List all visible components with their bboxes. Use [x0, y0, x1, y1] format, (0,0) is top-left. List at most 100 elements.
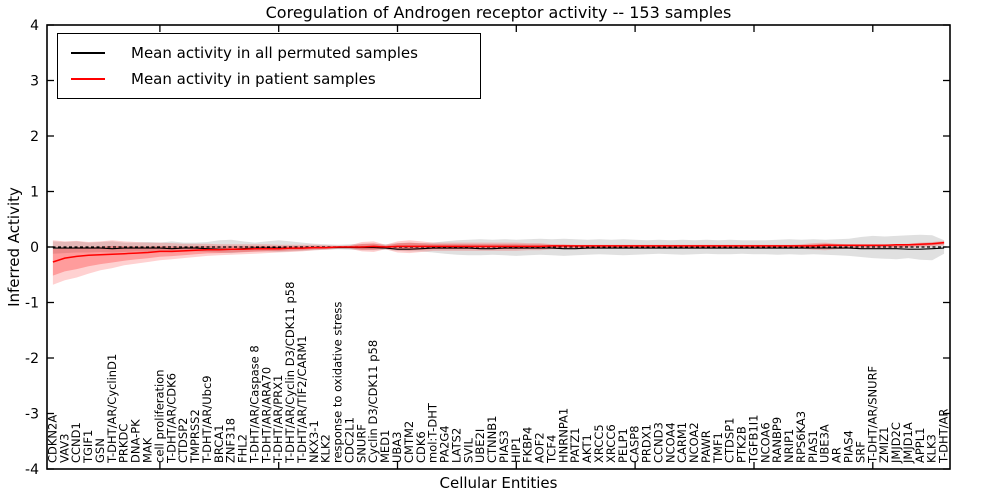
x-tick-label: PIAS4: [842, 430, 856, 463]
x-tick-label: CASP8: [628, 426, 642, 463]
x-tick-label: UBA3: [390, 432, 404, 464]
x-tick-label: CDKN2A: [45, 415, 59, 463]
x-axis-label: Cellular Entities: [439, 474, 558, 492]
x-tick-label: PIAS3: [497, 430, 511, 463]
band-patient-range-outer: [52, 240, 945, 285]
x-tick-label: CCND3: [651, 422, 665, 463]
x-tick-label: NCOA2: [687, 422, 701, 463]
legend-box: Mean activity in all permuted samples Me…: [57, 33, 481, 99]
y-tick-label: -1: [25, 296, 39, 312]
x-tick-label: CCND1: [69, 422, 83, 463]
y-tick-label: 4: [30, 18, 39, 34]
x-tick-label: AOF2: [533, 432, 547, 463]
y-tick-label: 0: [30, 240, 39, 256]
x-tick-label: T-DHT/AR: [937, 409, 951, 464]
x-tick-label: UBE2I: [473, 429, 487, 463]
x-tick-label: T-DHT/AR/CyclinD1: [105, 354, 119, 464]
x-tick-label: PELP1: [616, 428, 630, 463]
chart-title: Coregulation of Androgen receptor activi…: [265, 3, 732, 22]
x-tick-label: PTK2B: [735, 426, 749, 463]
x-tick-label: SNURF: [354, 424, 368, 463]
x-tick-label: LATS2: [449, 428, 463, 463]
x-tick-label: VAV3: [57, 434, 71, 463]
x-tick-label: BRCA1: [212, 424, 226, 463]
legend-line-sample-black: [71, 52, 105, 54]
x-tick-label: T-DHT/AR/Caspase 8: [247, 345, 261, 464]
x-tick-label: KLK2: [319, 434, 333, 463]
x-tick-label: TMF1: [711, 432, 725, 464]
x-tick-label: FKBP4: [521, 427, 535, 463]
x-tick-label: APPL1: [913, 428, 927, 463]
x-tick-label: SVIL: [461, 437, 475, 463]
x-tick-label: FHL2: [236, 434, 250, 463]
legend-label-permuted: Mean activity in all permuted samples: [131, 44, 418, 62]
y-tick-label: -3: [25, 407, 39, 423]
x-tick-label: ZNF318: [224, 418, 238, 463]
y-tick-label: 1: [30, 185, 39, 201]
x-tick-label: Cyclin D3/CDK11 p58: [366, 340, 380, 463]
x-tick-label: T-DHT/AR/ARA70: [259, 367, 273, 464]
x-tick-label: DNA-PK: [129, 419, 143, 463]
x-tick-label: UBE3A: [818, 424, 832, 463]
x-tick-label: RPS6KA3: [794, 411, 808, 463]
series-line-patient: [52, 241, 945, 263]
x-tick-label: CMTM2: [402, 421, 416, 463]
x-tick-label: T-DHT/AR/CDK6: [164, 373, 178, 464]
x-tick-label: RANBP9: [770, 417, 784, 463]
x-tick-label: cell proliferation: [152, 369, 166, 463]
x-tick-label: KLK3: [925, 434, 939, 463]
x-tick-label: CARM1: [675, 422, 689, 463]
x-tick-label: JMJD1A: [901, 422, 915, 464]
x-tick-label: CTDSP1: [723, 418, 737, 463]
x-tick-label: PRDX1: [640, 424, 654, 463]
x-tick-label: PRKDC: [117, 424, 131, 463]
x-tick-label: CTDSP2: [176, 418, 190, 463]
x-tick-label: MED1: [378, 430, 392, 463]
x-tick-label: XRCC5: [592, 424, 606, 463]
x-tick-label: T-DHT/AR/TIF2/CARM1: [295, 335, 309, 464]
x-tick-label: PAWR: [699, 430, 713, 463]
y-tick-label: -4: [25, 462, 39, 478]
x-tick-label: MAK: [141, 437, 155, 463]
x-tick-label: T-DHT/AR/Cyclin D3/CDK11 p58: [283, 282, 297, 464]
x-tick-label: JMJD2C: [889, 422, 903, 464]
x-tick-label: response to oxidative stress: [331, 302, 345, 463]
y-tick-label: 3: [30, 74, 39, 90]
x-tick-label: mol:T-DHT: [426, 402, 440, 463]
x-tick-label: NKX3-1: [307, 420, 321, 463]
x-tick-label: XRCC6: [604, 424, 618, 463]
legend-entry-patient: Mean activity in patient samples: [71, 66, 480, 92]
x-tick-label: PATZ1: [568, 428, 582, 463]
x-tick-label: PIAS1: [806, 430, 820, 463]
series-line-permuted: [52, 247, 945, 250]
x-tick-label: SRF: [853, 441, 867, 463]
x-tick-label: T-DHT/AR/PRX1: [271, 375, 285, 464]
x-tick-label: T-DHT/AR/SNURF: [865, 366, 879, 464]
x-tick-label: HIP1: [509, 437, 523, 463]
x-tick-label: NCOA6: [758, 422, 772, 463]
x-tick-label: TCF4: [545, 435, 559, 464]
x-tick-label: TGIF1: [81, 430, 95, 464]
x-tick-label: T-DHT/AR/Ubc9: [200, 375, 214, 464]
x-tick-label: HNRNPA1: [556, 408, 570, 463]
x-tick-label: AKT1: [580, 434, 594, 463]
x-tick-label: GSN: [93, 438, 107, 463]
x-tick-label: CDC2L1: [343, 417, 357, 463]
band-patient-range-inner: [52, 241, 945, 276]
x-tick-label: TGFB1I1: [747, 415, 761, 464]
legend-entry-permuted: Mean activity in all permuted samples: [71, 40, 480, 66]
x-tick-label: NCOA4: [663, 422, 677, 463]
legend-label-patient: Mean activity in patient samples: [131, 70, 376, 88]
x-tick-label: CTNNB1: [485, 416, 499, 463]
x-tick-label: TMPRSS2: [188, 409, 202, 464]
y-tick-label: 2: [30, 129, 39, 145]
x-tick-label: ZMIZ1: [877, 427, 891, 463]
y-tick-label: -2: [25, 351, 39, 367]
y-axis-label: Inferred Activity: [5, 187, 23, 307]
x-tick-label: AR: [830, 447, 844, 463]
legend-line-sample-red: [71, 78, 105, 80]
x-tick-label: PA2G4: [438, 425, 452, 463]
x-tick-label: NRIP1: [782, 429, 796, 463]
